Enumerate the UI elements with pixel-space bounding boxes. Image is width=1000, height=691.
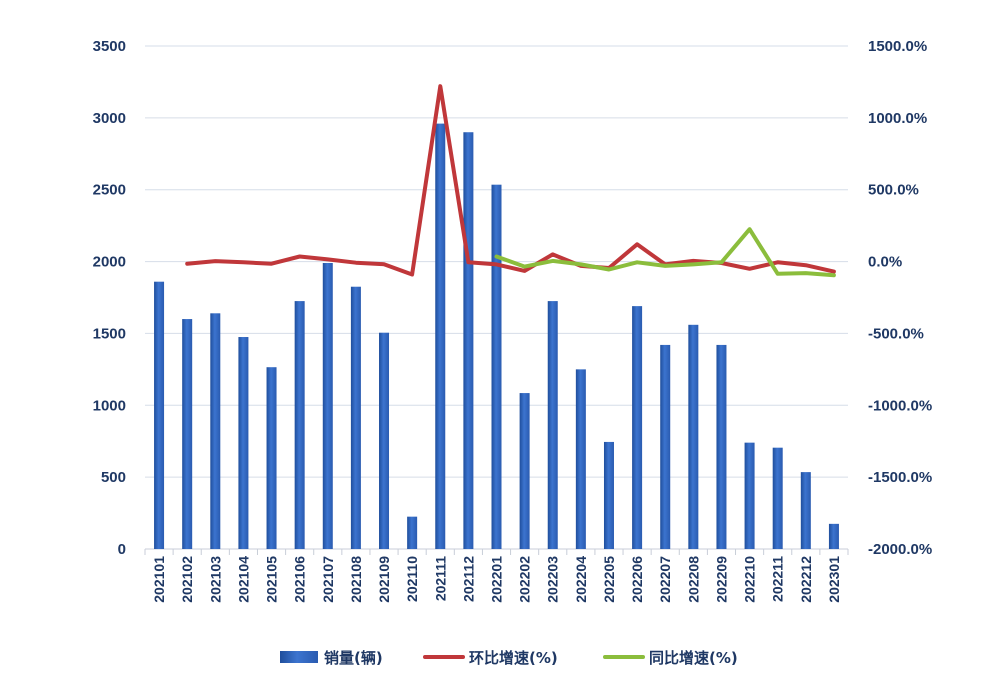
sales-bar (491, 184, 502, 550)
sales-bar (632, 306, 643, 549)
right-axis-tick-label: 500.0% (868, 182, 919, 199)
sales-bar (407, 516, 418, 549)
x-tick-label: 202207 (657, 556, 673, 603)
x-tick-label: 202211 (770, 556, 786, 602)
sales-bar (154, 281, 165, 549)
x-tick-label: 202101 (151, 556, 167, 603)
x-tick-label: 202112 (460, 556, 476, 602)
legend-item-sales: 销量(辆) (280, 649, 383, 667)
sales-bar (379, 332, 390, 549)
sales-bar (238, 337, 249, 549)
sales-bar (210, 313, 221, 549)
x-tick-label: 202212 (798, 556, 814, 603)
sales-bars (154, 123, 839, 550)
x-tick-label: 202102 (179, 556, 195, 603)
x-tick-label: 202111 (432, 556, 448, 601)
x-tick-label: 202109 (376, 556, 392, 603)
right-axis-ticks: -2000.0% -1500.0% -1000.0% -500.0% 0.0% 500.0… (868, 38, 932, 558)
right-axis-tick-label: -1000.0% (868, 397, 932, 414)
left-axis-tick-label: 3000 (93, 110, 126, 127)
x-tick-label: 202103 (207, 556, 223, 603)
sales-bar (688, 324, 699, 549)
legend-label: 同比增速(%) (649, 649, 738, 667)
sales-bar (547, 301, 558, 549)
x-tick-label: 202105 (264, 556, 280, 603)
sales-bar (772, 447, 783, 549)
sales-bar (716, 344, 727, 549)
sales-bar (660, 344, 671, 549)
right-axis-tick-label: -500.0% (868, 325, 924, 342)
x-tick-label: 202203 (545, 556, 561, 603)
x-tick-label: 202107 (320, 556, 336, 603)
x-tick-label: 202108 (348, 556, 364, 603)
right-axis-tick-label: 0.0% (868, 254, 902, 271)
legend: 销量(辆) 环比增速(%) 同比增速(%) (280, 649, 738, 667)
legend-item-yoy: 同比增速(%) (603, 649, 738, 667)
sales-bar (800, 472, 811, 549)
growth-lines (185, 84, 836, 278)
sales-bar (463, 132, 474, 549)
legend-label: 环比增速(%) (469, 649, 558, 667)
sales-bar (294, 301, 305, 549)
right-axis-tick-label: 1500.0% (868, 38, 927, 55)
left-axis-tick-label: 3500 (93, 38, 126, 55)
left-axis-tick-label: 1000 (93, 397, 126, 414)
sales-bar (350, 286, 361, 549)
legend-label: 销量(辆) (324, 649, 383, 667)
x-tick-label: 202204 (573, 556, 589, 603)
x-axis-ticks: 202101 202102 202103 202104 202105 202106 2021… (144, 549, 849, 603)
sales-bar (519, 393, 530, 549)
x-tick-label: 202110 (404, 556, 420, 602)
left-axis-ticks: 0 500 1000 1500 2000 2500 3000 3500 (93, 38, 126, 558)
x-tick-label: 202205 (601, 556, 617, 603)
yoy-growth-line (494, 227, 836, 278)
left-axis-tick-label: 1500 (93, 325, 126, 342)
x-tick-label: 202104 (235, 556, 251, 603)
sales-bar (603, 441, 614, 549)
sales-bar (744, 442, 755, 549)
x-tick-label: 202106 (292, 556, 308, 603)
left-axis-tick-label: 2500 (93, 182, 126, 199)
sales-bar (322, 263, 333, 549)
sales-bar (575, 369, 586, 549)
sales-bar (182, 319, 193, 549)
left-axis-tick-label: 2000 (93, 254, 126, 271)
legend-swatch (280, 651, 318, 663)
sales-bar (266, 367, 277, 549)
legend-item-mom: 环比增速(%) (423, 649, 558, 667)
x-tick-label: 202210 (742, 556, 758, 603)
right-axis-tick-label: -1500.0% (868, 469, 932, 486)
left-axis-tick-label: 500 (101, 469, 126, 486)
left-axis-tick-label: 0 (118, 541, 126, 558)
x-tick-label: 202208 (685, 556, 701, 603)
right-axis-tick-label: -2000.0% (868, 541, 932, 558)
right-axis-tick-label: 1000.0% (868, 110, 927, 127)
sales-bar (435, 123, 446, 549)
x-tick-label: 202206 (629, 556, 645, 603)
x-tick-label: 202201 (489, 556, 505, 603)
x-tick-label: 202202 (517, 556, 533, 603)
mom-growth-line (185, 84, 836, 277)
x-tick-label: 202301 (826, 556, 842, 603)
x-tick-label: 202209 (713, 556, 729, 603)
sales-bar (828, 523, 839, 549)
